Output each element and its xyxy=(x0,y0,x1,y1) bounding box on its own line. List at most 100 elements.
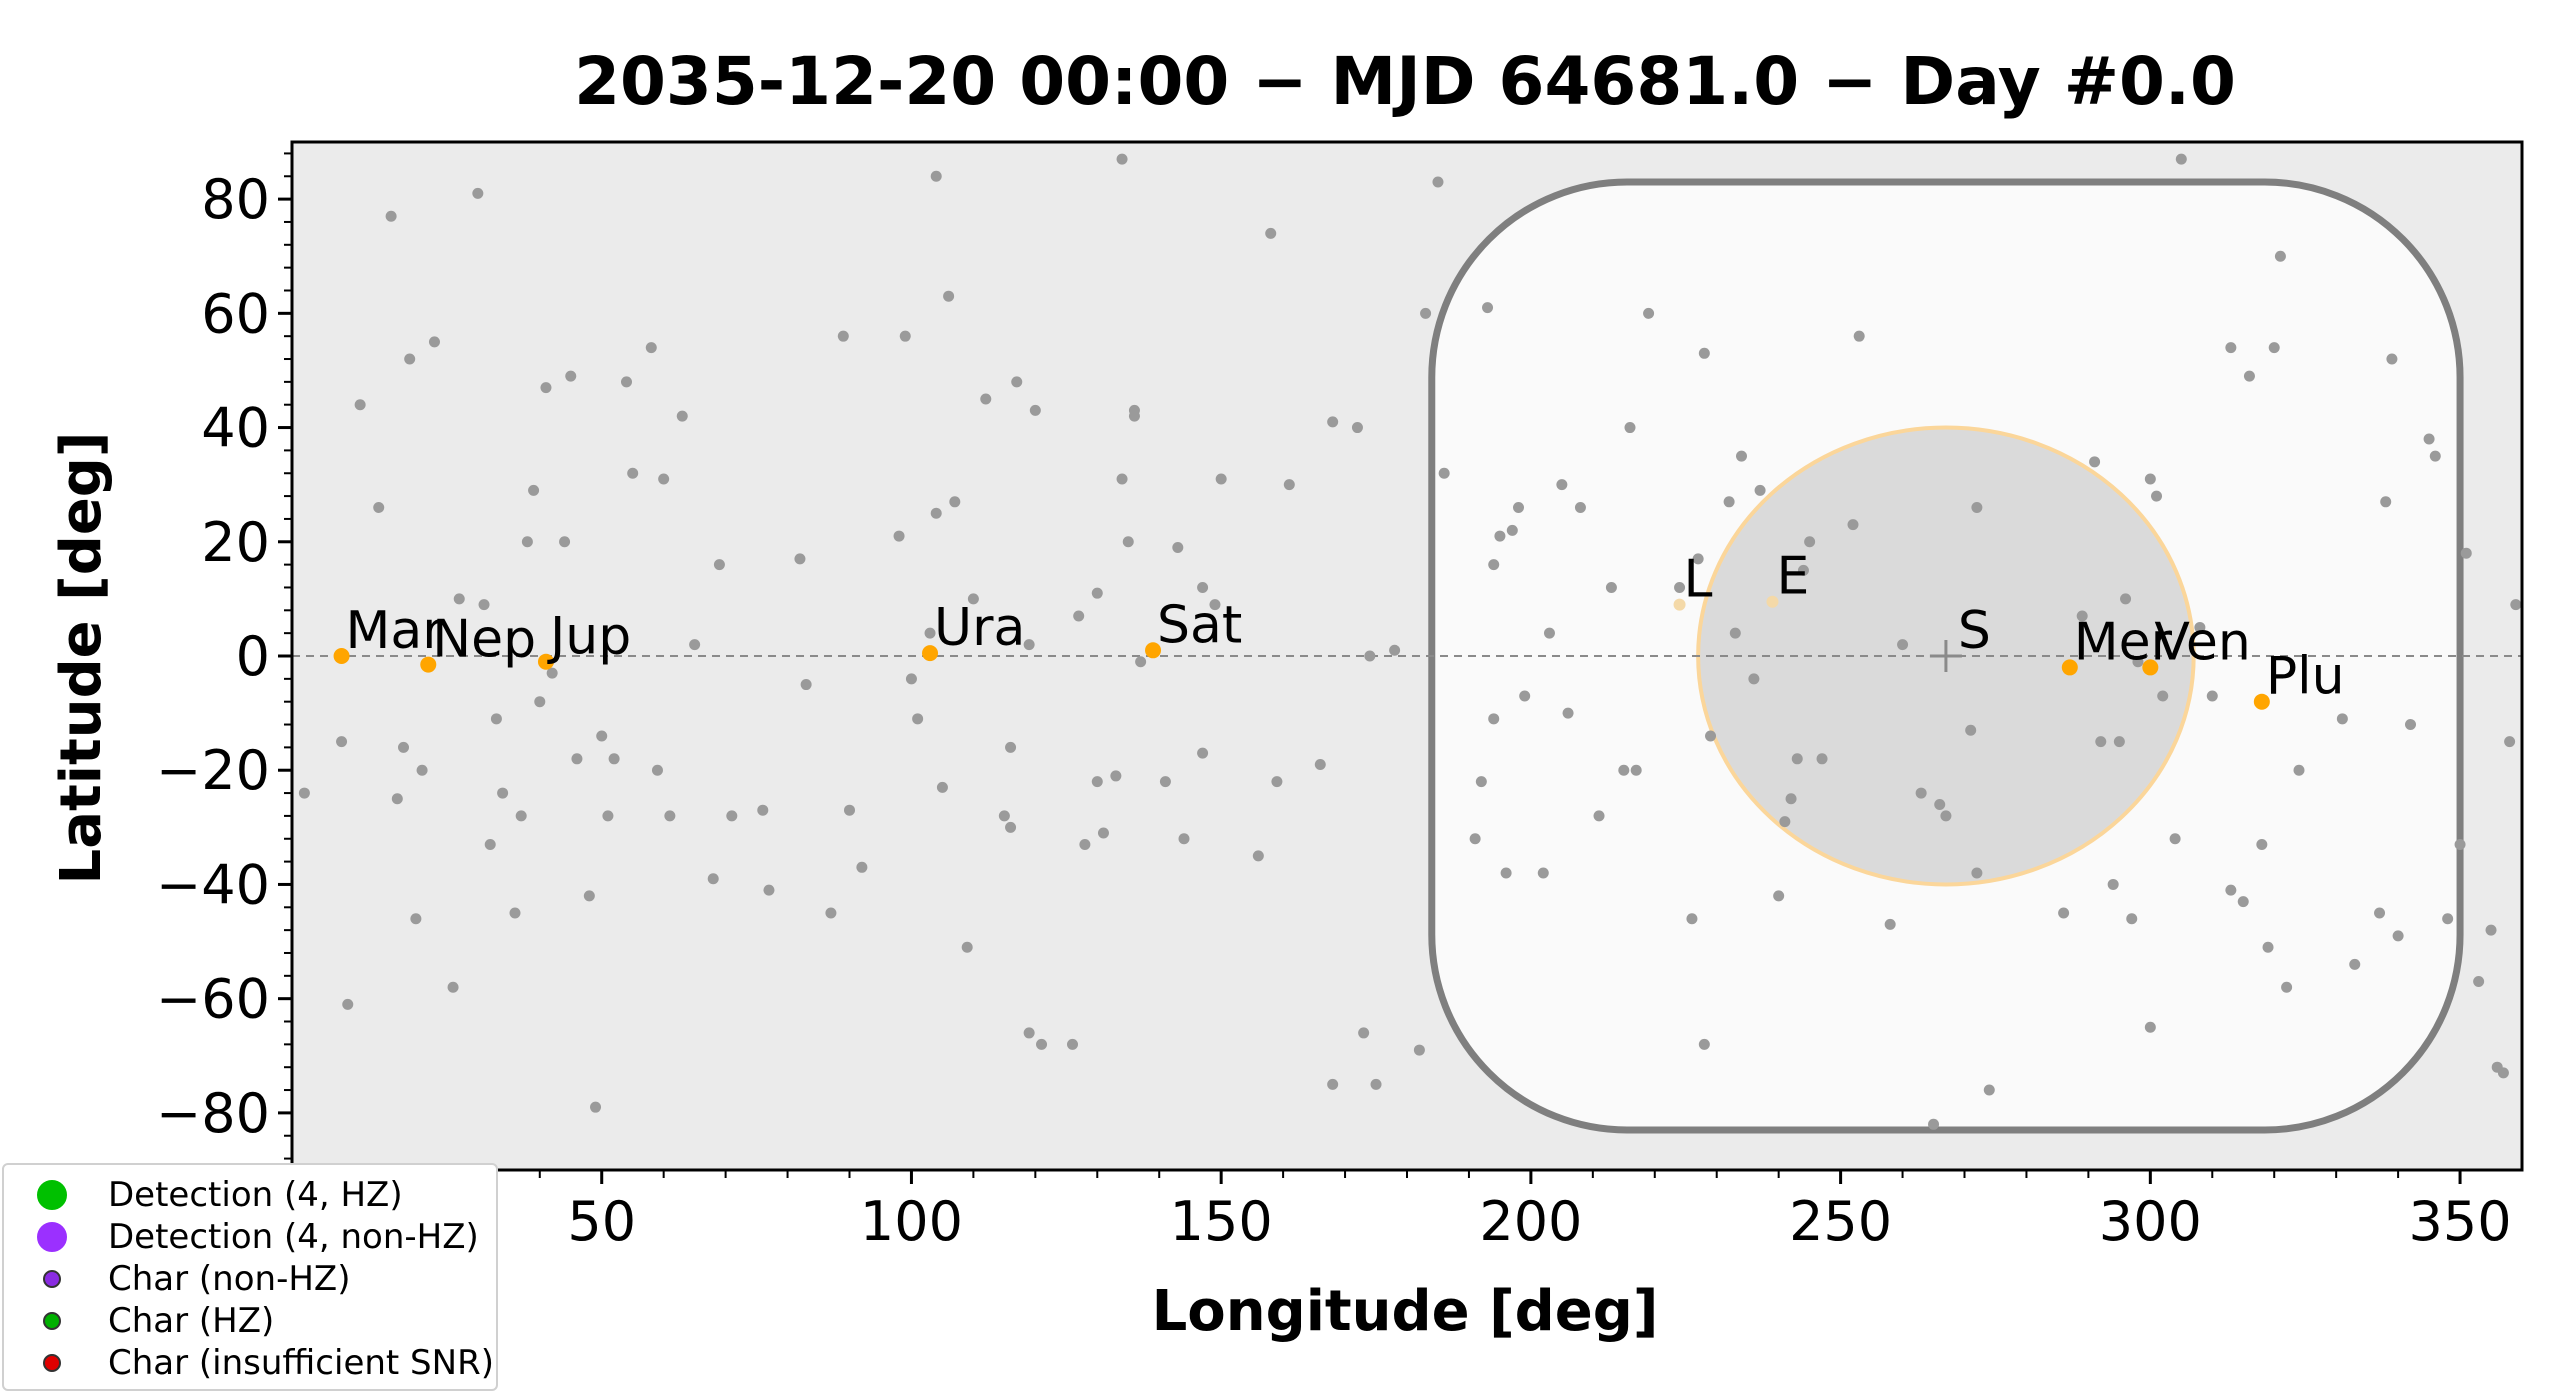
target-point xyxy=(534,696,546,708)
target-point xyxy=(472,187,484,199)
planet-label-sat: Sat xyxy=(1157,595,1242,655)
target-point xyxy=(1128,410,1140,422)
target-point xyxy=(645,342,657,354)
target-point xyxy=(1624,422,1636,434)
target-point xyxy=(930,170,942,182)
y-tick-label: 80 xyxy=(201,168,270,231)
planet-mar xyxy=(333,648,350,664)
target-point xyxy=(2510,599,2522,611)
planet-ven xyxy=(2142,659,2159,676)
planet-ura xyxy=(922,645,939,662)
target-point xyxy=(559,536,571,548)
target-point xyxy=(2268,342,2280,354)
target-point xyxy=(2460,547,2472,559)
target-point xyxy=(1023,1027,1035,1039)
target-point xyxy=(1432,176,1444,188)
target-point xyxy=(1197,581,1209,593)
target-point xyxy=(398,741,409,753)
target-point xyxy=(2374,907,2386,919)
target-point xyxy=(1358,1027,1370,1039)
target-point xyxy=(1116,153,1128,165)
legend-marker xyxy=(37,1180,67,1210)
target-point xyxy=(980,393,992,405)
target-point xyxy=(1884,918,1896,930)
y-tick-label: 20 xyxy=(201,511,270,574)
target-point xyxy=(1983,1084,1995,1096)
legend-item: Detection (4, HZ) xyxy=(4,1175,496,1215)
target-point xyxy=(453,593,465,605)
target-point xyxy=(2454,838,2466,850)
y-tick-label: −20 xyxy=(156,739,270,802)
target-point xyxy=(1011,376,1023,388)
target-point xyxy=(1630,764,1642,776)
target-point xyxy=(1643,307,1655,319)
target-point xyxy=(924,627,936,639)
legend-label: Char (insufficient SNR) xyxy=(108,1343,494,1383)
target-point xyxy=(2157,690,2169,702)
target-point xyxy=(844,804,855,816)
target-point xyxy=(2293,764,2305,776)
target-point xyxy=(707,873,719,885)
target-point xyxy=(1618,764,1630,776)
target-point xyxy=(410,913,422,925)
target-point xyxy=(1928,1118,1940,1130)
target-point xyxy=(2095,736,2107,748)
legend-label: Char (HZ) xyxy=(108,1301,275,1341)
target-point xyxy=(1500,867,1512,879)
legend-item: Char (non-HZ) xyxy=(4,1259,496,1299)
planet-sat xyxy=(1145,642,1162,659)
target-point xyxy=(1785,793,1797,805)
target-point xyxy=(1698,1038,1710,1050)
target-point xyxy=(1159,776,1171,788)
target-point xyxy=(1754,484,1766,496)
target-point xyxy=(2132,656,2144,668)
target-point xyxy=(726,810,738,822)
target-point xyxy=(689,639,701,651)
x-tick-label: 200 xyxy=(1479,1190,1582,1253)
target-point xyxy=(856,861,868,873)
target-point xyxy=(2243,370,2255,382)
target-point xyxy=(596,730,608,742)
target-point xyxy=(2144,1021,2156,1033)
target-point xyxy=(1023,639,1035,651)
x-axis-label: Longitude [deg] xyxy=(1152,1279,1659,1344)
target-point xyxy=(893,530,905,542)
target-point xyxy=(2336,713,2348,725)
target-point xyxy=(2442,913,2454,925)
target-point xyxy=(825,907,837,919)
target-point xyxy=(1029,404,1041,416)
legend-label: Detection (4, HZ) xyxy=(108,1175,403,1215)
target-point xyxy=(936,781,948,793)
target-point xyxy=(385,210,397,222)
target-point xyxy=(2380,496,2392,508)
x-axis: 50 100 150 200 250 300 350 xyxy=(352,1170,2512,1253)
target-point xyxy=(1079,838,1091,850)
target-point xyxy=(794,553,806,565)
target-point xyxy=(1723,496,1735,508)
planet-label-ven: Ven xyxy=(2154,612,2250,672)
target-point xyxy=(565,370,577,382)
legend-label: Detection (4, non-HZ) xyxy=(108,1217,479,1257)
target-point xyxy=(1475,776,1487,788)
target-point xyxy=(1091,587,1103,599)
target-point xyxy=(2058,907,2070,919)
target-point xyxy=(2281,981,2293,993)
planet-e xyxy=(1766,595,1779,608)
target-point xyxy=(967,593,979,605)
target-point xyxy=(1420,307,1432,319)
planet-label-jup: Jup xyxy=(547,607,631,667)
target-point xyxy=(428,336,440,348)
legend-marker xyxy=(37,1222,67,1252)
target-point xyxy=(1327,1078,1339,1090)
y-tick-label: −60 xyxy=(156,968,270,1031)
y-axis: −80 −60 −40 −20 0 20 40 60 80 xyxy=(156,152,292,1160)
x-tick-label: 50 xyxy=(567,1190,636,1253)
target-point xyxy=(1036,1038,1048,1050)
planet-jup xyxy=(537,653,554,670)
target-point xyxy=(2423,433,2435,445)
y-tick-label: −40 xyxy=(156,853,270,916)
target-point xyxy=(1698,347,1710,359)
target-point xyxy=(1574,502,1586,514)
